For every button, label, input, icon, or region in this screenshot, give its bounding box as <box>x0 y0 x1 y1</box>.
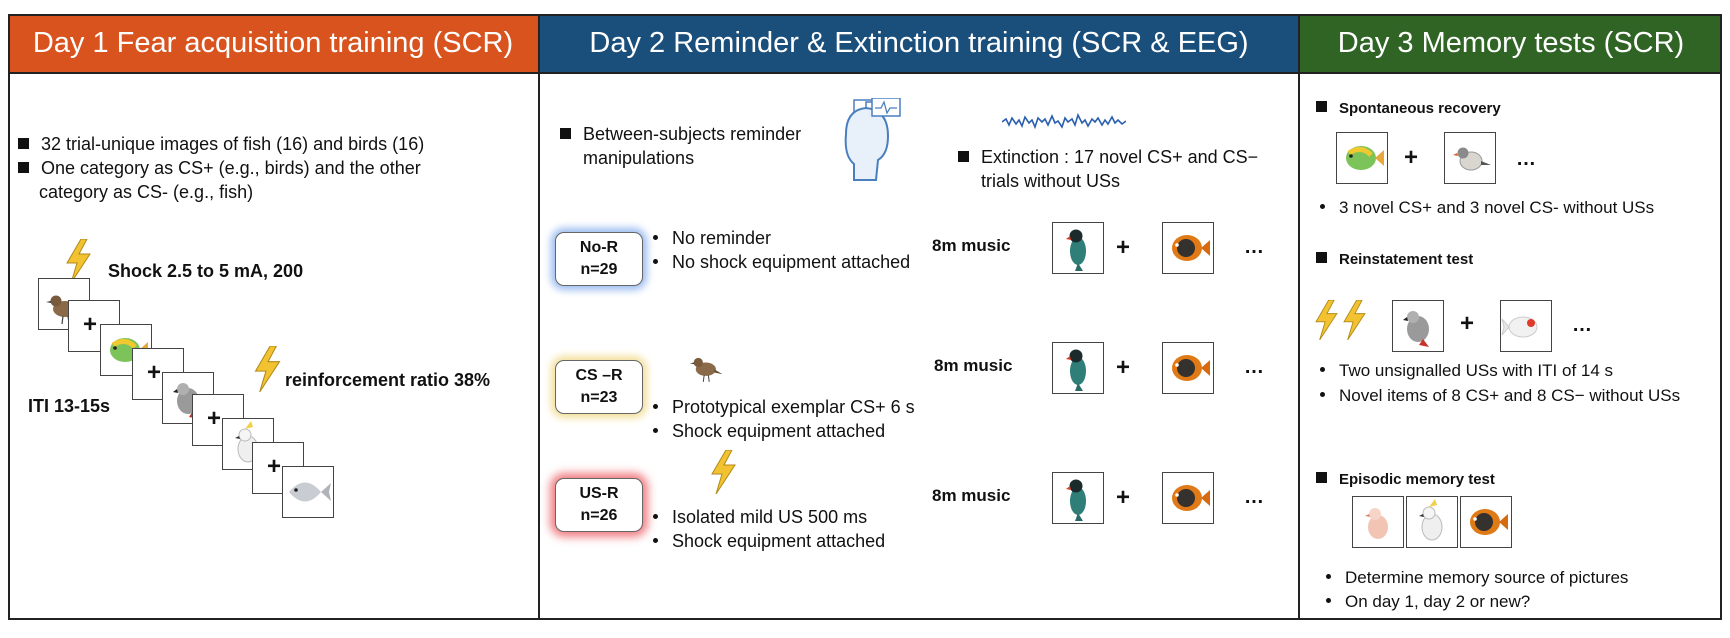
group-no-r-bullet-1: No reminder <box>653 226 771 250</box>
group-no-r-bullet-2: No shock equipment attached <box>653 250 910 274</box>
group-cs-r-bullet-1: Prototypical exemplar CS+ 6 s <box>653 395 915 419</box>
episodic-bullet-2: On day 1, day 2 or new? <box>1326 590 1530 614</box>
extinction-fish-image <box>1162 342 1214 394</box>
diagram-frame <box>8 14 1722 620</box>
ellipsis: … <box>1244 486 1265 508</box>
plus-sign: + <box>1116 484 1131 511</box>
group-cs-r-bullet-2: Shock equipment attached <box>653 419 885 443</box>
reinstatement-fish-image <box>1500 300 1552 352</box>
spontaneous-bullet: 3 novel CS+ and 3 novel CS- without USs <box>1320 196 1654 220</box>
extinction-label: Extinction : 17 novel CS+ and CS− <box>958 145 1258 169</box>
group-us-r-box: US-R n=26 <box>555 478 643 532</box>
music-label: 8m music <box>932 486 1011 505</box>
plus-sign: + <box>1116 234 1131 261</box>
episodic-bird-image <box>1352 496 1404 548</box>
bullet-square-icon <box>1316 472 1327 483</box>
group-us-r-bullet-2: Shock equipment attached <box>653 529 885 553</box>
spontaneous-fish-image <box>1336 132 1388 184</box>
extinction-parrot-image <box>1052 342 1104 394</box>
extinction-parrot-image <box>1052 472 1104 524</box>
bullet-square-icon <box>18 162 29 173</box>
episodic-bullet-1: Determine memory source of pictures <box>1326 566 1628 590</box>
ellipsis: … <box>1244 356 1265 378</box>
day2-panel: Day 2 Reminder & Extinction training (SC… <box>540 14 1300 620</box>
reinforcement-label: reinforcement ratio 38% <box>285 370 491 390</box>
bullet-square-icon <box>1316 252 1327 263</box>
episodic-title: Episodic memory test <box>1316 471 1495 488</box>
day1-bullet-2: One category as CS+ (e.g., birds) and th… <box>18 156 421 180</box>
extinction-fish-image <box>1162 472 1214 524</box>
trial-fish-image <box>282 466 334 518</box>
day3-panel: Day 3 Memory tests (SCR) Spontaneous rec… <box>1300 14 1722 620</box>
music-label: 8m music <box>934 356 1013 375</box>
ellipsis: … <box>1572 314 1593 336</box>
extinction-parrot-image <box>1052 222 1104 274</box>
iti-label: ITI 13-15s <box>28 396 111 416</box>
spontaneous-title: Spontaneous recovery <box>1316 100 1501 117</box>
eeg-head-icon <box>844 98 901 181</box>
shock-label: Shock 2.5 to 5 mA, 200 <box>108 261 304 281</box>
bullet-square-icon <box>560 128 571 139</box>
episodic-cockatoo-image <box>1406 496 1458 548</box>
group-cs-r-box: CS –R n=23 <box>555 360 643 414</box>
day2-header: Day 2 Reminder & Extinction training (SC… <box>540 14 1298 74</box>
extinction-label-cont: trials without USs <box>981 171 1121 191</box>
ellipsis: … <box>1516 148 1537 170</box>
eeg-waveform-icon <box>1002 112 1126 130</box>
bullet-square-icon <box>958 151 969 162</box>
reminder-title-cont: manipulations <box>583 148 695 168</box>
episodic-fish-image <box>1460 496 1512 548</box>
bullet-square-icon <box>18 138 29 149</box>
reinstatement-bullet-2: Novel items of 8 CS+ and 8 CS− without U… <box>1320 384 1680 408</box>
day1-panel: Day 1 Fear acquisition training (SCR) 32… <box>8 14 540 620</box>
ellipsis: … <box>1244 236 1265 258</box>
music-label: 8m music <box>932 236 1011 255</box>
plus-sign: + <box>1404 144 1419 171</box>
day3-header: Day 3 Memory tests (SCR) <box>1300 14 1722 74</box>
day1-bullet-1: 32 trial-unique images of fish (16) and … <box>18 132 424 156</box>
reminder-title: Between-subjects reminder <box>560 122 801 146</box>
bullet-square-icon <box>1316 101 1327 112</box>
group-no-r-box: No-R n=29 <box>555 232 643 286</box>
reinstatement-bird-image <box>1392 300 1444 352</box>
reinstatement-title: Reinstatement test <box>1316 251 1473 268</box>
day1-bullet-2-cont: category as CS- (e.g., fish) <box>39 182 254 202</box>
group-us-r-bullet-1: Isolated mild US 500 ms <box>653 505 867 529</box>
spontaneous-bird-image <box>1444 132 1496 184</box>
plus-sign: + <box>1460 310 1475 337</box>
plus-sign: + <box>1116 354 1131 381</box>
extinction-fish-image <box>1162 222 1214 274</box>
reinstatement-bullet-1: Two unsignalled USs with ITI of 14 s <box>1320 359 1613 383</box>
day1-header: Day 1 Fear acquisition training (SCR) <box>8 14 538 74</box>
